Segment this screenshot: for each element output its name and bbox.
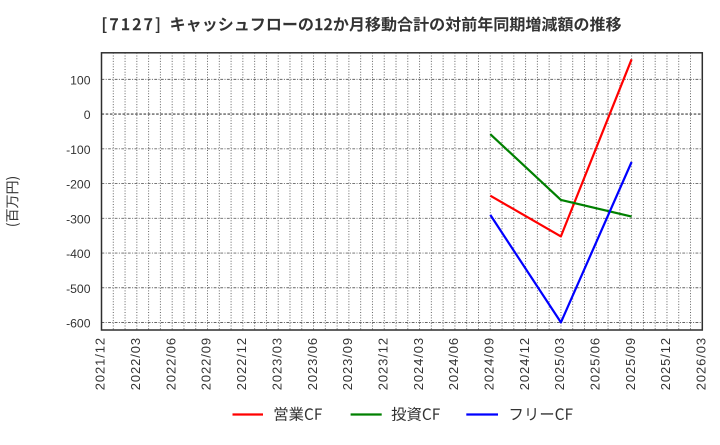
svg-text:-500: -500 xyxy=(66,282,91,296)
svg-text:2021/12: 2021/12 xyxy=(93,337,108,390)
svg-text:2026/03: 2026/03 xyxy=(694,337,709,390)
svg-text:2023/12: 2023/12 xyxy=(375,337,390,390)
svg-text:-300: -300 xyxy=(66,212,91,226)
svg-text:2025/03: 2025/03 xyxy=(552,337,567,390)
svg-text:2022/09: 2022/09 xyxy=(199,337,214,390)
svg-text:2024/06: 2024/06 xyxy=(446,337,461,390)
svg-text:2023/06: 2023/06 xyxy=(305,337,320,390)
svg-text:-600: -600 xyxy=(66,317,91,331)
svg-text:2022/12: 2022/12 xyxy=(234,337,249,390)
svg-text:0: 0 xyxy=(84,108,91,122)
svg-text:2023/09: 2023/09 xyxy=(340,337,355,390)
svg-text:2025/12: 2025/12 xyxy=(658,337,673,390)
svg-text:2022/06: 2022/06 xyxy=(163,337,178,390)
svg-text:2024/09: 2024/09 xyxy=(481,337,496,390)
svg-text:2025/09: 2025/09 xyxy=(623,337,638,390)
svg-text:100: 100 xyxy=(70,73,91,87)
svg-text:2025/06: 2025/06 xyxy=(587,337,602,390)
svg-text:2024/12: 2024/12 xyxy=(517,337,532,390)
svg-text:2023/03: 2023/03 xyxy=(269,337,284,390)
svg-text:2022/03: 2022/03 xyxy=(128,337,143,390)
svg-text:-400: -400 xyxy=(66,247,91,261)
svg-text:-100: -100 xyxy=(66,143,91,157)
svg-text:-200: -200 xyxy=(66,178,91,192)
svg-text:2024/03: 2024/03 xyxy=(411,337,426,390)
